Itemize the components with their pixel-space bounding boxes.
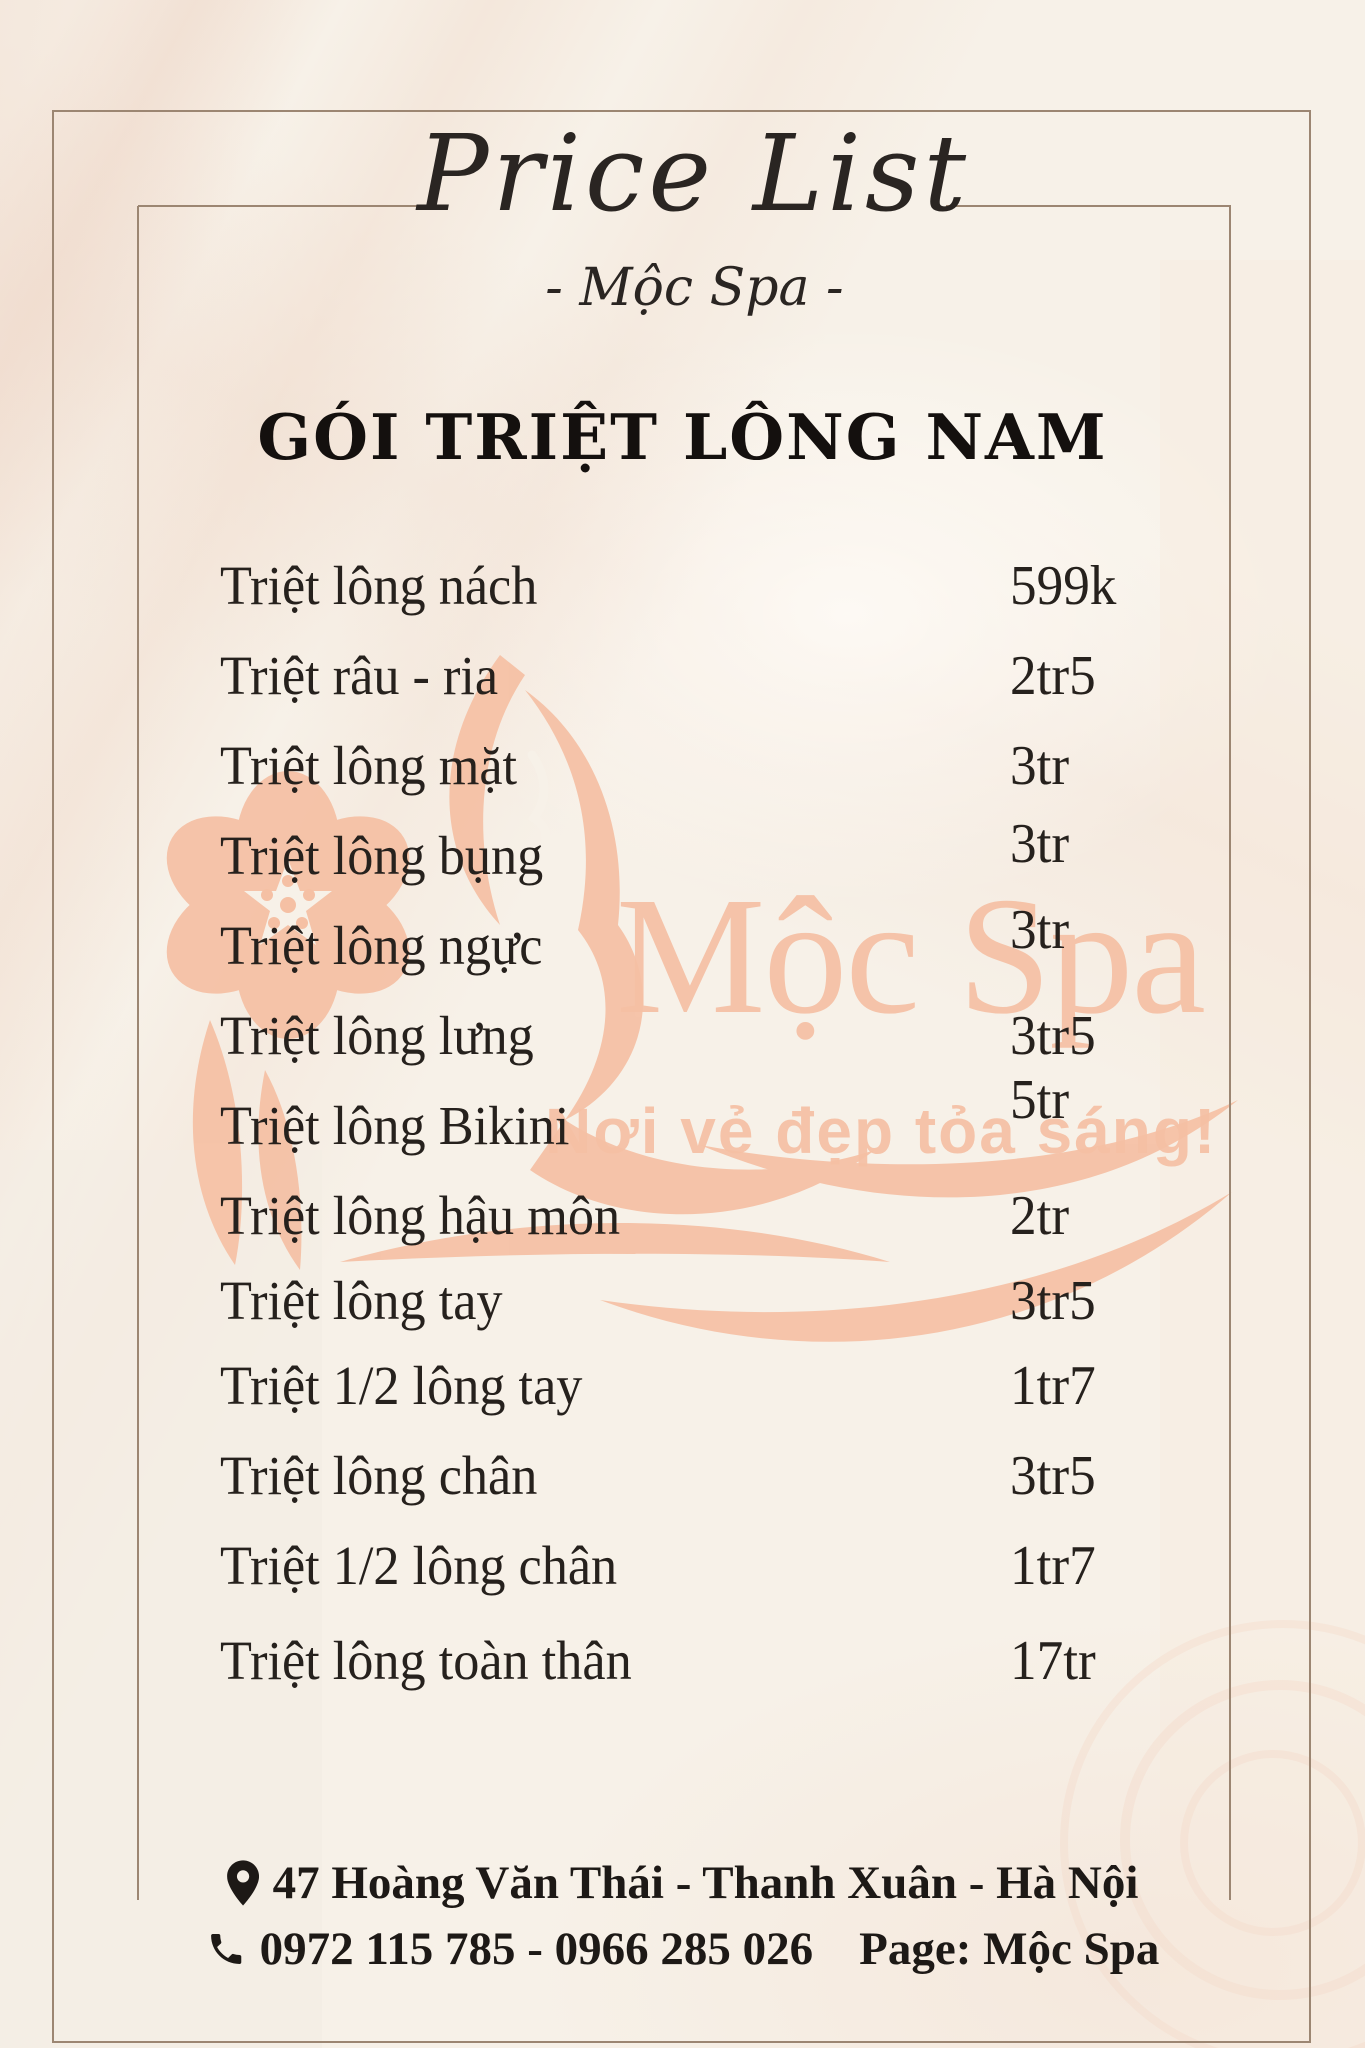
address-text: 47 Hoàng Văn Thái - Thanh Xuân - Hà Nội xyxy=(272,1857,1139,1909)
service-price: 2tr5 xyxy=(1010,645,1096,707)
service-price: 2tr xyxy=(1010,1185,1070,1247)
facebook-page-label: Page: Mộc Spa xyxy=(859,1923,1160,1975)
page-title: Price List xyxy=(417,112,971,235)
service-name: Triệt lông Bikini xyxy=(220,1095,570,1156)
service-name: Triệt lông hậu môn xyxy=(220,1185,621,1246)
service-name: Triệt râu - ria xyxy=(220,645,499,706)
price-list-row: Triệt lông lưng 3tr5 xyxy=(220,1005,1145,1085)
section-heading: GÓI TRIỆT LÔNG NAM xyxy=(257,400,1108,474)
price-list-row: Triệt lông mặt 3tr xyxy=(220,735,1145,815)
price-list-row: Triệt lông nách 599k xyxy=(220,555,1145,635)
outer-border-frame xyxy=(52,110,1311,2043)
service-name: Triệt 1/2 lông chân xyxy=(220,1535,618,1596)
price-list-row: Triệt lông chân 3tr5 xyxy=(220,1445,1145,1525)
service-price: 599k xyxy=(1010,555,1117,617)
phone-line: 0972 115 785 - 0966 285 026 Page: Mộc Sp… xyxy=(206,1922,1160,1976)
price-list-row: Triệt lông Bikini 5tr xyxy=(220,1069,1145,1175)
title-rule-right xyxy=(946,205,1231,207)
location-pin-icon xyxy=(226,1860,259,1906)
service-price: 3tr xyxy=(1010,735,1070,797)
service-price: 5tr xyxy=(1010,1069,1070,1131)
service-name: Triệt lông bụng xyxy=(220,825,544,886)
service-name: Triệt lông mặt xyxy=(220,735,518,796)
page-subtitle: - Mộc Spa - xyxy=(545,258,844,318)
price-list-row: Triệt lông ngực 3tr xyxy=(220,899,1145,995)
service-name: Triệt 1/2 lông tay xyxy=(220,1355,583,1416)
price-list-row: Triệt râu - ria 2tr5 xyxy=(220,645,1145,725)
service-name: Triệt lông chân xyxy=(220,1445,538,1506)
title-rule-left xyxy=(138,205,418,207)
service-price: 3tr5 xyxy=(1010,1270,1096,1332)
service-price: 1tr7 xyxy=(1010,1355,1096,1417)
service-price: 3tr xyxy=(1010,899,1070,961)
service-price: 3tr5 xyxy=(1010,1005,1096,1067)
service-name: Triệt lông nách xyxy=(220,555,538,616)
service-name: Triệt lông ngực xyxy=(220,915,543,976)
price-list-row: Triệt lông hậu môn 2tr xyxy=(220,1185,1145,1265)
inner-frame-right-line xyxy=(1229,206,1231,1900)
service-price: 1tr7 xyxy=(1010,1535,1096,1597)
inner-frame-left-line xyxy=(137,206,139,1900)
silk-ring-decoration xyxy=(1120,1680,1365,2000)
price-list-row: Triệt lông tay 3tr5 xyxy=(220,1270,1145,1350)
price-list-row: Triệt 1/2 lông chân 1tr7 xyxy=(220,1535,1145,1615)
service-price: 3tr5 xyxy=(1010,1445,1096,1507)
service-name: Triệt lông toàn thân xyxy=(220,1630,632,1691)
service-price: 17tr xyxy=(1010,1630,1096,1692)
price-list-row: Triệt lông toàn thân 17tr xyxy=(220,1630,1145,1710)
address-line: 47 Hoàng Văn Thái - Thanh Xuân - Hà Nội xyxy=(226,1856,1139,1910)
service-price: 3tr xyxy=(1010,813,1070,875)
silk-ring-decoration xyxy=(1180,1750,1365,1936)
phone-numbers: 0972 115 785 - 0966 285 026 xyxy=(259,1923,814,1975)
price-list-row: Triệt 1/2 lông tay 1tr7 xyxy=(220,1355,1145,1435)
service-name: Triệt lông lưng xyxy=(220,1005,534,1066)
phone-icon xyxy=(206,1929,246,1969)
service-name: Triệt lông tay xyxy=(220,1270,503,1331)
price-list-row: Triệt lông bụng 3tr xyxy=(220,813,1145,905)
